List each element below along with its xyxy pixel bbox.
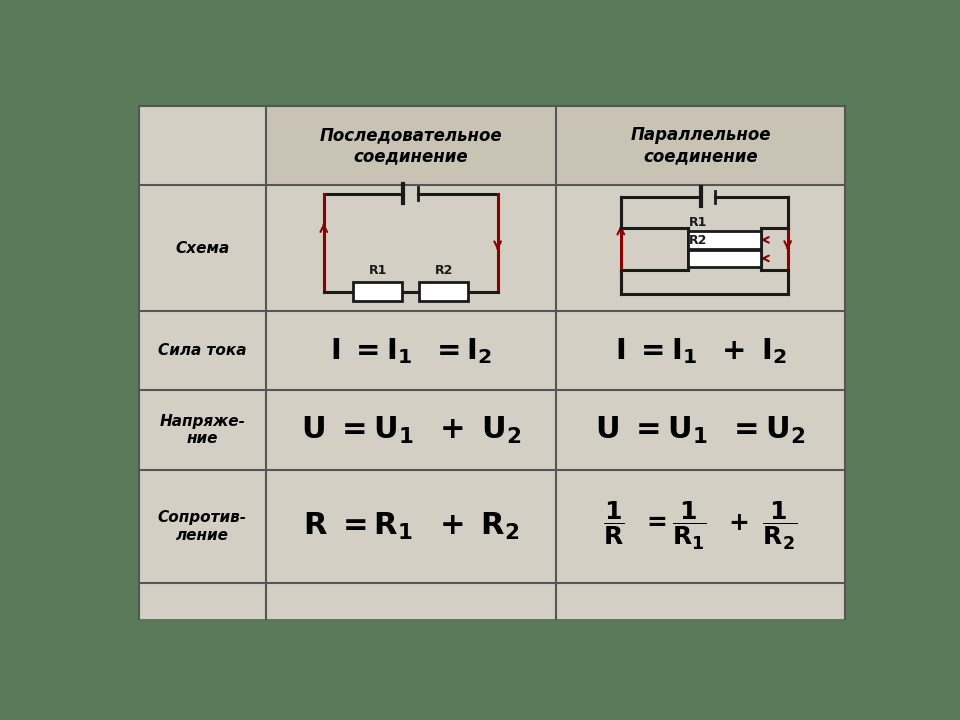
Bar — [556, 106, 846, 185]
Text: Последовательное
соединение: Последовательное соединение — [320, 126, 502, 165]
Text: $\mathbf{U\ =U_1\ \ =U_2}$: $\mathbf{U\ =U_1\ \ =U_2}$ — [595, 415, 805, 446]
Text: $\mathbf{R\ =R_1\ \ +\ R_2}$: $\mathbf{R\ =R_1\ \ +\ R_2}$ — [302, 510, 519, 542]
Text: $\mathbf{I\ =I_1\ \ =I_2}$: $\mathbf{I\ =I_1\ \ =I_2}$ — [329, 336, 492, 366]
Text: Сопротив-
ление: Сопротив- ление — [157, 510, 247, 542]
Text: $\mathbf{U\ =U_1\ \ +\ U_2}$: $\mathbf{U\ =U_1\ \ +\ U_2}$ — [300, 415, 521, 446]
Text: Схема: Схема — [175, 240, 229, 256]
Bar — [687, 231, 761, 248]
Bar — [353, 282, 402, 302]
Text: Параллельное
соединение: Параллельное соединение — [631, 126, 771, 165]
Text: R1: R1 — [689, 216, 708, 229]
Text: $\mathbf{\dfrac{1}{R}\ \ =\dfrac{1}{R_1}\ \ +\ \dfrac{1}{R_2}}$: $\mathbf{\dfrac{1}{R}\ \ =\dfrac{1}{R_1}… — [604, 500, 798, 552]
Text: R1: R1 — [369, 264, 387, 277]
Bar — [420, 282, 468, 302]
Text: R2: R2 — [435, 264, 453, 277]
Text: Напряже-
ние: Напряже- ние — [159, 414, 245, 446]
Text: Сила тока: Сила тока — [158, 343, 247, 358]
Bar — [266, 106, 556, 185]
Text: $\mathbf{I\ =I_1\ \ +\ I_2}$: $\mathbf{I\ =I_1\ \ +\ I_2}$ — [614, 336, 786, 366]
Bar — [687, 250, 761, 267]
Text: R2: R2 — [689, 235, 708, 248]
